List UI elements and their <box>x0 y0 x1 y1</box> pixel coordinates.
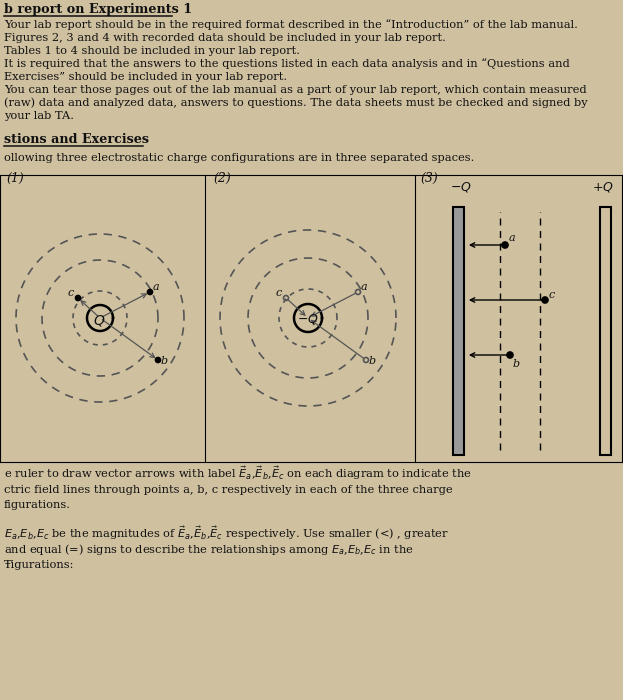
Text: Exercises” should be included in your lab report.: Exercises” should be included in your la… <box>4 72 287 82</box>
Text: It is required that the answers to the questions listed in each data analysis an: It is required that the answers to the q… <box>4 58 570 69</box>
Text: e ruler to draw vector arrows with label $\vec{E}_{a}$,$\vec{E}_{b}$,$\vec{E}_{c: e ruler to draw vector arrows with label… <box>4 464 472 482</box>
Text: You can tear those pages out of the lab manual as a part of your lab report, whi: You can tear those pages out of the lab … <box>4 85 587 95</box>
Text: $-Q$: $-Q$ <box>450 179 472 193</box>
Text: (3): (3) <box>420 172 438 185</box>
Text: your lab TA.: your lab TA. <box>4 111 74 121</box>
Text: $Q$: $Q$ <box>93 312 105 328</box>
Text: a: a <box>361 282 368 292</box>
Text: Tables 1 to 4 should be included in your lab report.: Tables 1 to 4 should be included in your… <box>4 46 300 56</box>
FancyBboxPatch shape <box>453 207 464 455</box>
Text: $+Q$: $+Q$ <box>592 179 614 193</box>
Text: figurations.: figurations. <box>4 500 71 510</box>
Text: Figures 2, 3 and 4 with recorded data should be included in your lab report.: Figures 2, 3 and 4 with recorded data sh… <box>4 33 446 43</box>
Text: b report on Experiments 1: b report on Experiments 1 <box>4 3 192 16</box>
Text: c: c <box>276 288 282 298</box>
Circle shape <box>148 290 153 295</box>
Text: a: a <box>153 282 159 292</box>
Text: Ŧigurations:: Ŧigurations: <box>4 560 74 570</box>
Text: Your lab report should be in the required format described in the “Introduction”: Your lab report should be in the require… <box>4 19 578 30</box>
Text: c: c <box>68 288 74 298</box>
Text: b: b <box>513 359 520 369</box>
Text: (raw) data and analyzed data, answers to questions. The data sheets must be chec: (raw) data and analyzed data, answers to… <box>4 97 587 108</box>
Circle shape <box>507 352 513 358</box>
Text: c: c <box>549 290 555 300</box>
Text: $E_{a}$,$E_{b}$,$E_{c}$ be the magnitudes of $\vec{E}_{a}$,$\vec{E}_{b}$,$\vec{E: $E_{a}$,$E_{b}$,$E_{c}$ be the magnitude… <box>4 524 449 542</box>
Text: a: a <box>509 233 516 243</box>
Text: $-Q$: $-Q$ <box>297 312 319 326</box>
Text: ollowing three electrostatic charge configurations are in three separated spaces: ollowing three electrostatic charge conf… <box>4 153 474 163</box>
Text: ctric field lines through points a, b, c respectively in each of the three charg: ctric field lines through points a, b, c… <box>4 485 453 495</box>
Circle shape <box>542 297 548 303</box>
Text: and equal (=) signs to describe the relationships among $E_{a}$,$E_{b}$,$E_{c}$ : and equal (=) signs to describe the rela… <box>4 542 414 557</box>
Text: stions and Exercises: stions and Exercises <box>4 133 149 146</box>
Text: (2): (2) <box>213 172 231 185</box>
Circle shape <box>75 295 80 300</box>
Circle shape <box>156 358 161 363</box>
Circle shape <box>502 242 508 248</box>
Text: b: b <box>161 356 168 366</box>
FancyBboxPatch shape <box>600 207 611 455</box>
Text: (1): (1) <box>6 172 24 185</box>
Text: b: b <box>369 356 376 366</box>
